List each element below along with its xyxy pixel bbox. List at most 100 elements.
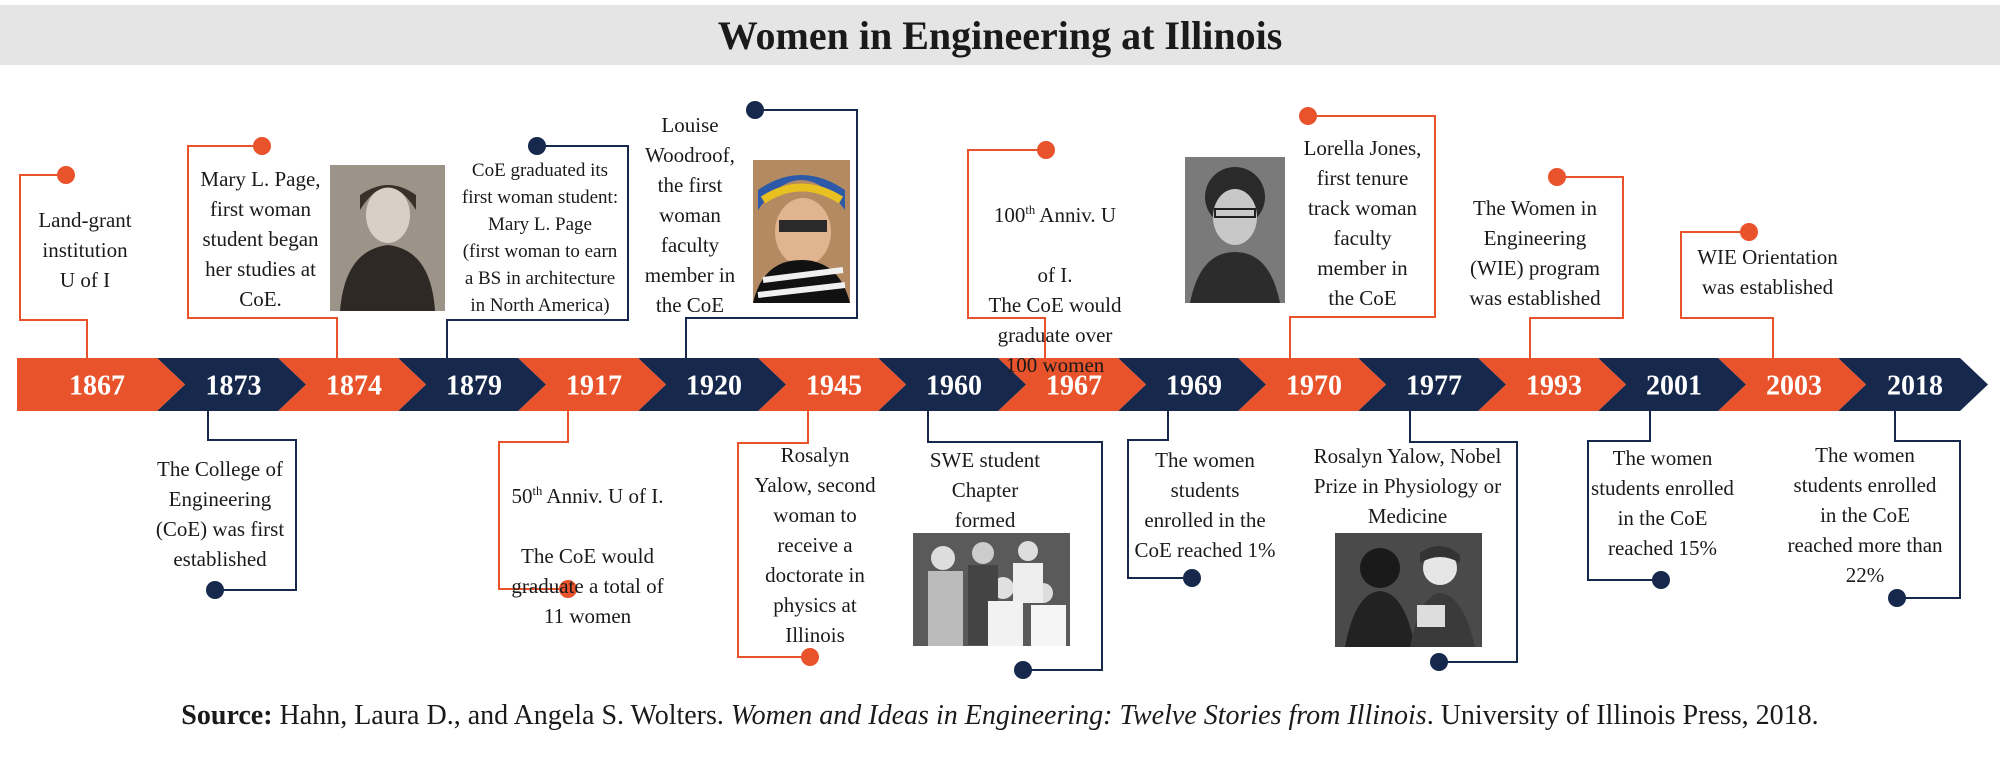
source-publisher: . University of Illinois Press, 2018. [1426,700,1819,731]
connector-dot-1977 [1430,653,1448,671]
timeline-segment-1967 [998,358,1146,411]
connector-dot-1969 [1183,569,1201,587]
connector-dot-1960 [1014,661,1032,679]
connector-line-1969 [1127,411,1192,579]
year-label-1967: 1967 [1046,371,1102,402]
connector-dot-1993 [1548,168,1566,186]
event-1967-detail: of I. The CoE would graduate over 100 wo… [988,263,1122,377]
connector-dot-1970 [1299,107,1317,125]
connector-line-1945 [737,411,810,658]
timeline-segment-1970 [1238,358,1386,411]
lorella-jones-portrait-photo [1185,157,1285,303]
connector-line-1960 [927,411,1103,671]
year-label-1917: 1917 [566,371,622,402]
year-label-1960: 1960 [926,371,982,402]
year-label-1977: 1977 [1406,371,1462,402]
connector-dot-1920 [746,101,764,119]
connector-dot-1917 [559,580,577,598]
year-label-1867: 1867 [69,371,125,402]
event-1970-label: Lorella Jones, first tenure track woman … [1303,136,1422,310]
connector-line-2003 [1680,231,1774,358]
event-2001-label: The women students enrolled in the CoE r… [1591,446,1734,560]
connector-line-1920 [685,109,858,358]
year-label-2003: 2003 [1766,371,1822,402]
connector-dot-1945 [801,648,819,666]
event-1967-label: 100th Anniv. U of I. The CoE would gradu… [965,165,1145,380]
louise-woodroof-portrait-photo [753,160,850,303]
timeline-segment-1917 [518,358,666,411]
event-1879-label: CoE graduated its first woman student: M… [461,160,619,316]
event-1917-detail: The CoE would graduate a total of 11 wom… [511,544,664,628]
connector-line-1967 [967,149,1046,358]
timeline-segment-1993 [1478,358,1626,411]
event-1917-anniv-text: Anniv. U of I. [542,484,664,508]
connector-dot-2018 [1888,589,1906,607]
event-1867-label: Land-grant institution U of I [38,208,132,292]
year-label-1970: 1970 [1286,371,1342,402]
connector-dot-1967 [1037,141,1055,159]
connector-line-1993 [1529,176,1624,358]
timeline-segment-1945 [758,358,906,411]
event-1967-anniv-text: Anniv. U [1035,203,1117,227]
event-1917-label: 50th Anniv. U of I. The CoE would gradua… [495,446,680,631]
event-1967-ordinal: th [1025,203,1036,217]
timeline-segment-1960 [878,358,1026,411]
timeline-segment-1874 [278,358,426,411]
timeline-segment-1969 [1118,358,1266,411]
event-1960-label: SWE student Chapter formed [929,448,1041,532]
event-1917-ordinal: th [532,484,543,498]
year-label-2001: 2001 [1646,371,1702,402]
year-label-1873: 1873 [206,371,262,402]
year-label-1879: 1879 [446,371,502,402]
connector-line-1873 [207,411,297,591]
timeline-segment-2003 [1718,358,1866,411]
event-2018-label: The women students enrolled in the CoE r… [1787,443,1943,587]
source-citation: Source: Hahn, Laura D., and Angela S. Wo… [0,700,2000,732]
event-1873-label: The College of Engineering (CoE) was fir… [155,457,285,571]
event-1977-label: Rosalyn Yalow, Nobel Prize in Physiology… [1313,444,1502,528]
connector-dot-1873 [206,581,224,599]
rosalyn-yalow-award-photo [1335,533,1482,647]
year-label-1969: 1969 [1166,371,1222,402]
event-1874-label: Mary L. Page, first woman student began … [200,167,321,311]
connector-line-1970 [1289,115,1436,358]
connector-dot-1874 [253,137,271,155]
event-1945-label: Rosalyn Yalow, second woman to receive a… [754,443,876,647]
connector-line-1874 [187,145,338,358]
timeline-segment-1977 [1358,358,1506,411]
event-1993-label: The Women in Engineering (WIE) program w… [1469,196,1601,310]
timeline-segment-2001 [1598,358,1746,411]
timeline-segment-1867 [17,358,185,411]
connector-line-1879 [446,145,629,358]
connector-line-2001 [1587,411,1661,581]
year-label-1945: 1945 [806,371,862,402]
swe-chapter-group-photo [913,533,1070,646]
connector-line-1977 [1409,411,1518,663]
year-label-1874: 1874 [326,371,382,402]
source-label: Source: [181,700,273,731]
source-authors: Hahn, Laura D., and Angela S. Wolters. [272,700,731,731]
connector-dot-1867 [57,166,75,184]
event-1917-anniv-number: 50 [511,484,533,508]
source-book-title: Women and Ideas in Engineering: Twelve S… [730,700,1427,731]
connector-line-2018 [1894,411,1961,599]
connector-dot-2001 [1652,571,1670,589]
event-1967-anniv-number: 100 [993,203,1026,227]
mary-page-portrait-photo [330,165,445,311]
connector-line-1917 [498,411,569,590]
event-1920-label: Louise Woodroof, the first woman faculty… [644,113,736,317]
event-2003-label: WIE Orientation was established [1697,245,1838,299]
year-label-2018: 2018 [1887,371,1943,402]
connector-dot-1879 [528,137,546,155]
event-1969-label: The women students enrolled in the CoE r… [1134,448,1276,562]
year-label-1920: 1920 [686,371,742,402]
timeline-segment-1920 [638,358,786,411]
timeline-segment-1879 [398,358,546,411]
page-title: Women in Engineering at Illinois [717,12,1283,58]
connector-line-1867 [19,174,88,358]
timeline-segment-2018 [1838,358,1988,411]
timeline-segment-1873 [157,358,306,411]
year-label-1993: 1993 [1526,371,1582,402]
title-bar: Women in Engineering at Illinois [0,5,2000,65]
